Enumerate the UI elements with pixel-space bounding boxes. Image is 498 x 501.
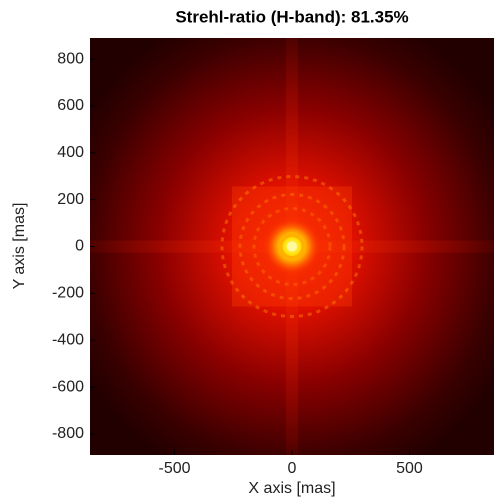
- y-tick-label: 400: [57, 144, 84, 161]
- y-tick-label: 800: [57, 50, 84, 67]
- airy-ring: [220, 175, 364, 318]
- x-tick-label: -500: [159, 460, 191, 477]
- x-tick-label: 500: [396, 460, 423, 477]
- psf-core-ring: [277, 232, 307, 261]
- psf-image: [90, 38, 494, 455]
- y-tick-label: -600: [52, 378, 84, 395]
- airy-ring: [252, 207, 332, 286]
- y-tick-label: -800: [52, 425, 84, 442]
- chart-title: Strehl-ratio (H-band): 81.35%: [175, 7, 408, 26]
- y-tick-label: -400: [52, 331, 84, 348]
- x-axis-label: X axis [mas]: [248, 480, 335, 497]
- y-tick-label: 0: [75, 238, 84, 255]
- airy-ring: [238, 193, 346, 300]
- psf-peak: [287, 241, 297, 252]
- y-tick-label: -200: [52, 285, 84, 302]
- y-axis-label: Y axis [mas]: [11, 203, 28, 290]
- x-tick-label: 0: [288, 460, 297, 477]
- y-tick-label: 200: [57, 191, 84, 208]
- y-tick-label: 600: [57, 97, 84, 114]
